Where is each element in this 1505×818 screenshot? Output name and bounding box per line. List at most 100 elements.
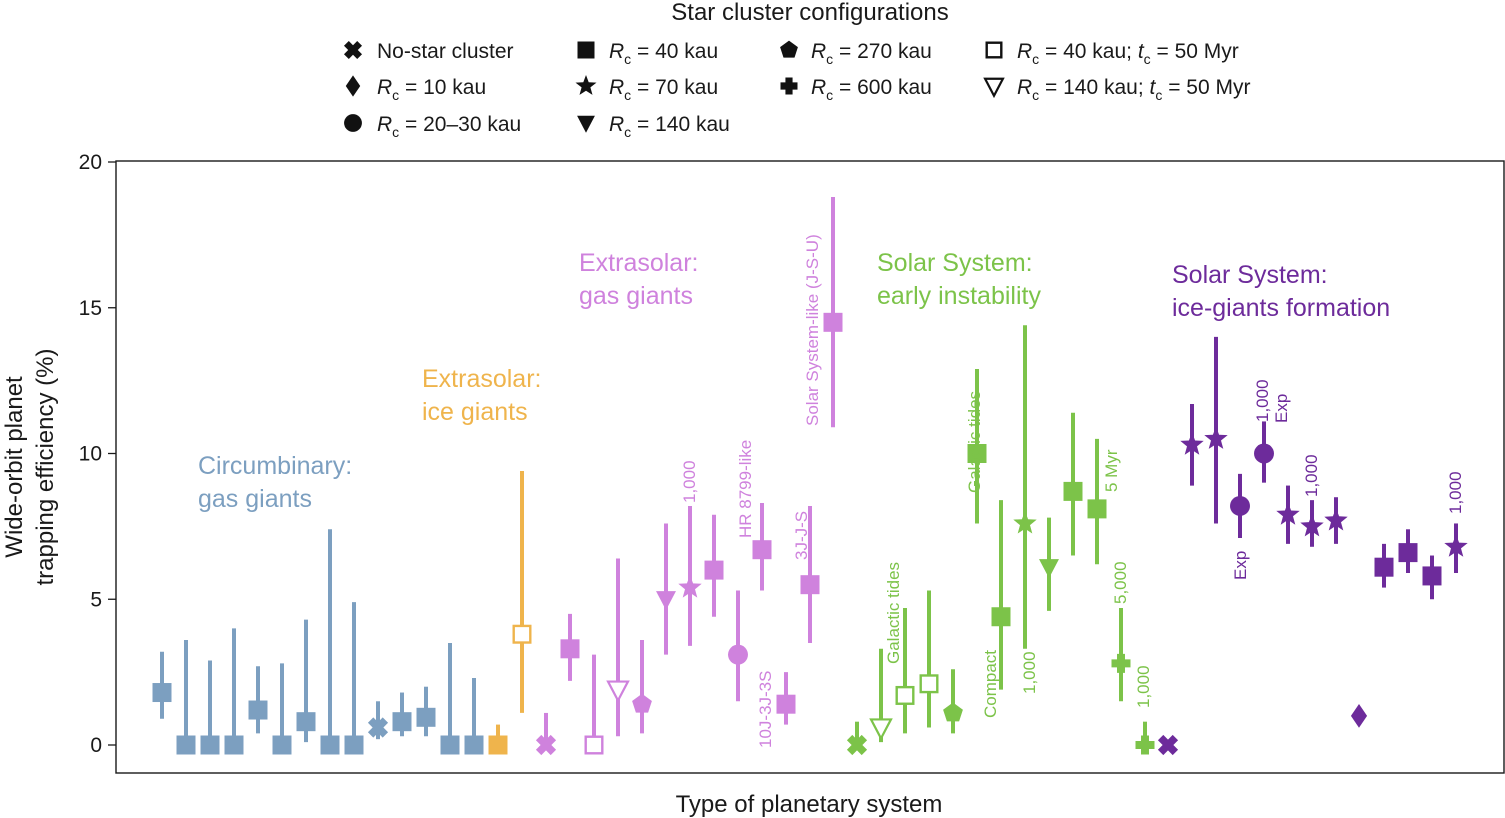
marker-star (1180, 432, 1204, 455)
data-point (1324, 497, 1348, 544)
group-labels: Circumbinary: gas giants Extrasolar: ice gi… (198, 249, 1390, 513)
data-point (344, 602, 364, 755)
legend-text-part: = 40 kau; (1039, 40, 1138, 63)
annotation-label: Galactic tides (965, 391, 984, 493)
data-point (1374, 543, 1394, 588)
legend-marker-circle (344, 114, 362, 132)
data-point (224, 628, 244, 755)
legend-text-part: = 50 Myr (1151, 40, 1239, 63)
annotation-label: 1,000 (1302, 454, 1321, 497)
data-point (1063, 412, 1083, 556)
data-point (1398, 529, 1418, 574)
marker-triangle-down-open (869, 718, 893, 741)
marker-star (678, 575, 702, 598)
marker-square (272, 735, 292, 755)
marker-square (1374, 557, 1394, 577)
legend-text-part: R (609, 113, 624, 136)
data-point (1350, 703, 1368, 728)
marker-star (1444, 534, 1468, 557)
data-point (1135, 721, 1155, 755)
data-point (869, 648, 893, 743)
marker-square (704, 560, 724, 580)
annotation-label: 5,000 (1111, 561, 1130, 604)
legend-text-part: R (377, 113, 392, 136)
marker-circle (1230, 495, 1250, 516)
legend-marker-cross (343, 40, 363, 60)
data-point (606, 558, 630, 737)
marker-square (776, 694, 796, 714)
marker-square-open (919, 674, 939, 694)
legend-entry-r10: Rc = 10 kau (377, 76, 486, 103)
marker-pentagon (632, 693, 652, 713)
marker-square (752, 540, 772, 560)
legend-text-part: t (1150, 76, 1157, 99)
marker-plus (1111, 653, 1131, 673)
marker-square (416, 707, 436, 727)
marker-square (248, 700, 268, 720)
marker-circle (728, 644, 748, 665)
marker-square (440, 735, 460, 755)
marker-square (823, 312, 843, 332)
marker-square (392, 712, 412, 732)
data-point (632, 640, 652, 734)
data-point (416, 686, 436, 737)
data-point (1087, 438, 1107, 565)
legend-marker-triangle-down (577, 115, 595, 133)
legend-text-part: R (609, 76, 624, 99)
legend-text-part: c (624, 87, 631, 103)
data-point (392, 692, 412, 737)
legend-text-part: R (1017, 40, 1032, 63)
legend-text-part: t (1138, 40, 1145, 63)
y-tick-label: 10 (79, 443, 102, 466)
legend-text-part: c (826, 87, 833, 103)
annotation-label: Compact (981, 650, 1000, 718)
legend-text-part: R (811, 40, 826, 63)
data-point (152, 651, 172, 719)
y-axis: 0 5 10 15 20 (79, 151, 116, 757)
data-point (176, 640, 196, 755)
y-axis-label: Wide-orbit planet trapping efficiency (%) (1, 349, 59, 586)
annotation-label: 10J-3J-3S (756, 671, 775, 748)
legend-text-part: = 140 kau (631, 113, 730, 136)
data-point (248, 666, 268, 734)
legend-entry-r140: Rc = 140 kau (609, 113, 730, 140)
legend-title: Star cluster configurations (671, 0, 948, 26)
plot-frame (115, 160, 1505, 774)
y-axis-label-line: trapping efficiency (%) (32, 349, 59, 586)
marker-square (1422, 566, 1442, 586)
marker-square (1063, 481, 1083, 501)
annotation-label: Solar System-like (J-S-U) (803, 234, 822, 426)
legend-marker-square-open (985, 41, 1003, 59)
annotation-label: 1,000 (1446, 471, 1465, 514)
annotation-label: 3J-J-S (792, 511, 811, 560)
legend-text-part: = 20–30 kau (399, 113, 521, 136)
marker-square-open (512, 624, 532, 644)
group-label: Extrasolar: (579, 249, 698, 277)
marker-square (344, 735, 364, 755)
marker-square (991, 607, 1011, 627)
data-point (367, 701, 389, 740)
group-label: gas giants (579, 282, 693, 310)
y-tick-label: 0 (90, 734, 102, 757)
marker-triangle-down-open (606, 680, 630, 703)
marker-square (296, 712, 316, 732)
marker-square (152, 683, 172, 703)
marker-square (1087, 499, 1107, 519)
annotation-label: 1,000 (1020, 651, 1039, 694)
legend-entry-r140t: Rc = 140 kau; tc = 50 Myr (1017, 76, 1250, 103)
data-point (991, 500, 1011, 690)
marker-square (800, 575, 820, 595)
data-point (656, 523, 676, 655)
y-tick-label: 5 (90, 588, 102, 611)
group-label: Solar System: (877, 249, 1033, 277)
legend-text-part: = 70 kau (631, 76, 718, 99)
marker-square (1398, 543, 1418, 563)
data-point (296, 619, 316, 743)
data-point (200, 660, 220, 755)
data-point (1444, 523, 1468, 574)
data-point (1204, 336, 1228, 524)
data-point (943, 669, 963, 734)
group-label: ice giants (422, 398, 528, 426)
data-point (846, 721, 868, 756)
